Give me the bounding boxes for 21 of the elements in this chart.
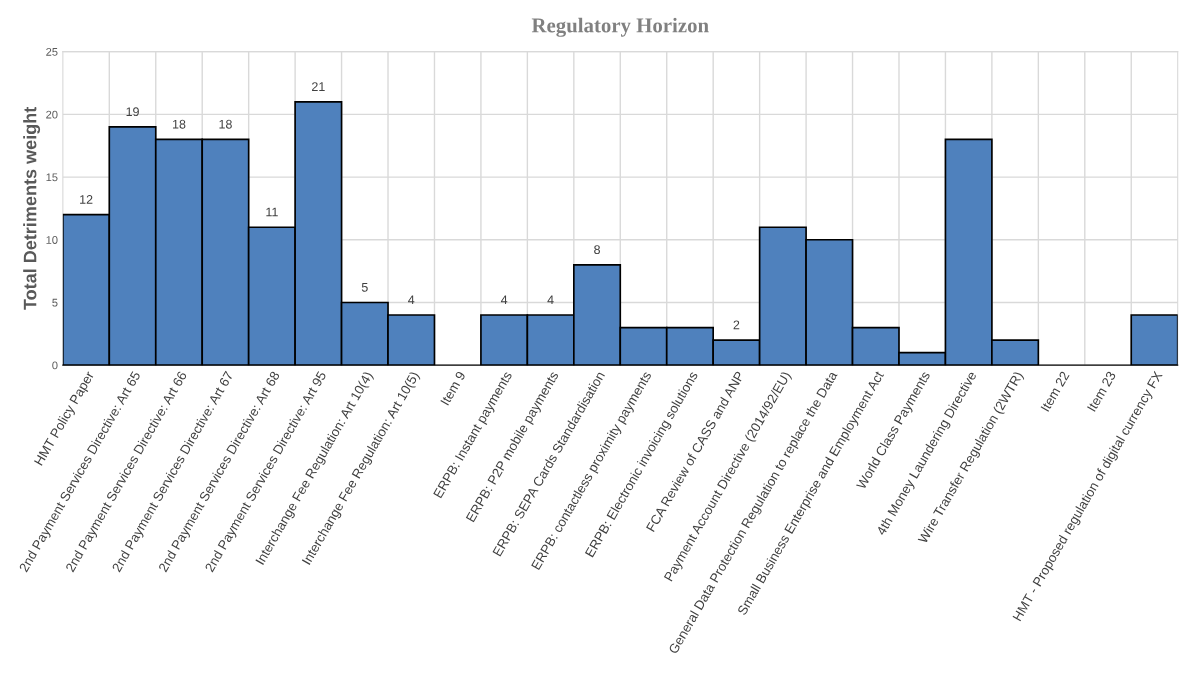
y-tick-label: 10 [46, 236, 58, 244]
y-tick-label: 0 [52, 361, 58, 370]
data-label: 11 [266, 207, 278, 217]
data-label: 8 [594, 245, 600, 255]
data-label: 4 [408, 295, 415, 305]
data-label: 2 [733, 320, 740, 330]
data-label: 4 [500, 295, 508, 305]
y-axis-title: Total Detriments weight [23, 106, 41, 310]
y-tick-label: 5 [52, 298, 58, 307]
data-label: 18 [219, 119, 232, 129]
y-tick-label: 15 [46, 173, 58, 182]
data-label: 4 [547, 295, 554, 305]
chart-title: Regulatory Horizon [531, 17, 709, 37]
y-tick-label: 25 [46, 47, 58, 56]
data-label: 21 [312, 82, 325, 91]
data-label: 5 [361, 282, 368, 292]
data-label: 18 [172, 119, 186, 129]
bar [1130, 314, 1178, 366]
y-tick-label: 20 [46, 110, 58, 119]
data-label: 19 [126, 107, 139, 117]
data-label: 12 [80, 195, 93, 204]
